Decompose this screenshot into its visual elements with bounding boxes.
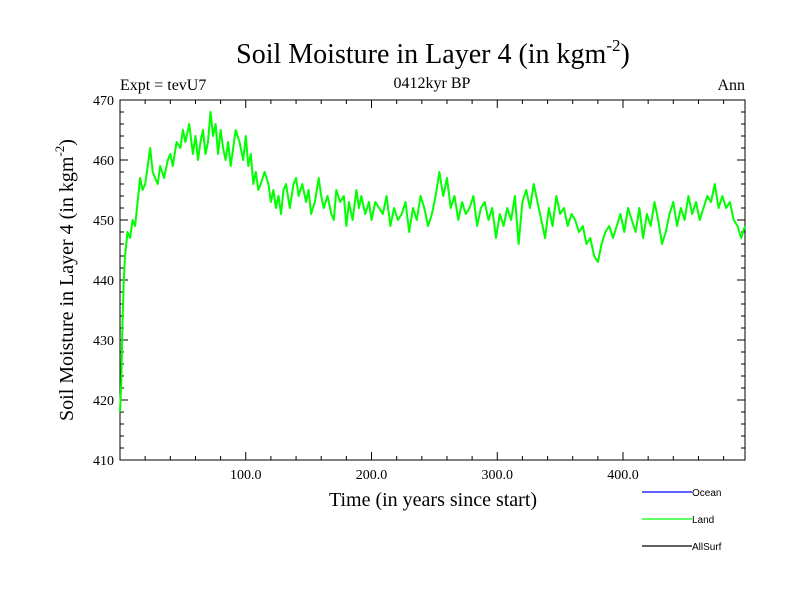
plot-frame [119, 99, 746, 461]
x-axis-label: Time (in years since start) [329, 489, 537, 511]
legend: Ocean Land AllSurf [642, 488, 722, 553]
x-tick-labels: 100.0 200.0 300.0 400.0 [230, 468, 639, 483]
y-tick-label: 420 [93, 394, 114, 409]
legend-label-allsurf: AllSurf [692, 542, 722, 553]
y-axis-label: Soil Moisture in Layer 4 (in kgm-2) [52, 139, 78, 421]
y-tick-label: 450 [93, 214, 114, 229]
legend-label-land: Land [692, 515, 714, 526]
subtitle-center: 0412kyr BP [394, 75, 471, 92]
x-tick-label: 300.0 [482, 468, 514, 483]
legend-label-ocean: Ocean [692, 488, 721, 499]
subtitle-left: Expt = tevU7 [120, 77, 206, 94]
axis-ticks [120, 99, 745, 461]
y-tick-label: 430 [93, 334, 114, 349]
y-tick-label: 460 [93, 154, 114, 169]
x-tick-label: 200.0 [356, 468, 388, 483]
subtitle-right: Ann [717, 77, 745, 94]
chart-title: Soil Moisture in Layer 4 (in kgm-2) [236, 36, 630, 70]
y-tick-label: 440 [93, 274, 114, 289]
series-line-land [119, 111, 746, 413]
series-group [119, 111, 746, 413]
x-tick-label: 100.0 [230, 468, 262, 483]
y-tick-labels: 410 420 430 440 450 460 470 [93, 94, 114, 469]
y-tick-label: 410 [93, 454, 114, 469]
x-tick-label: 400.0 [607, 468, 639, 483]
y-tick-label: 470 [93, 94, 114, 109]
